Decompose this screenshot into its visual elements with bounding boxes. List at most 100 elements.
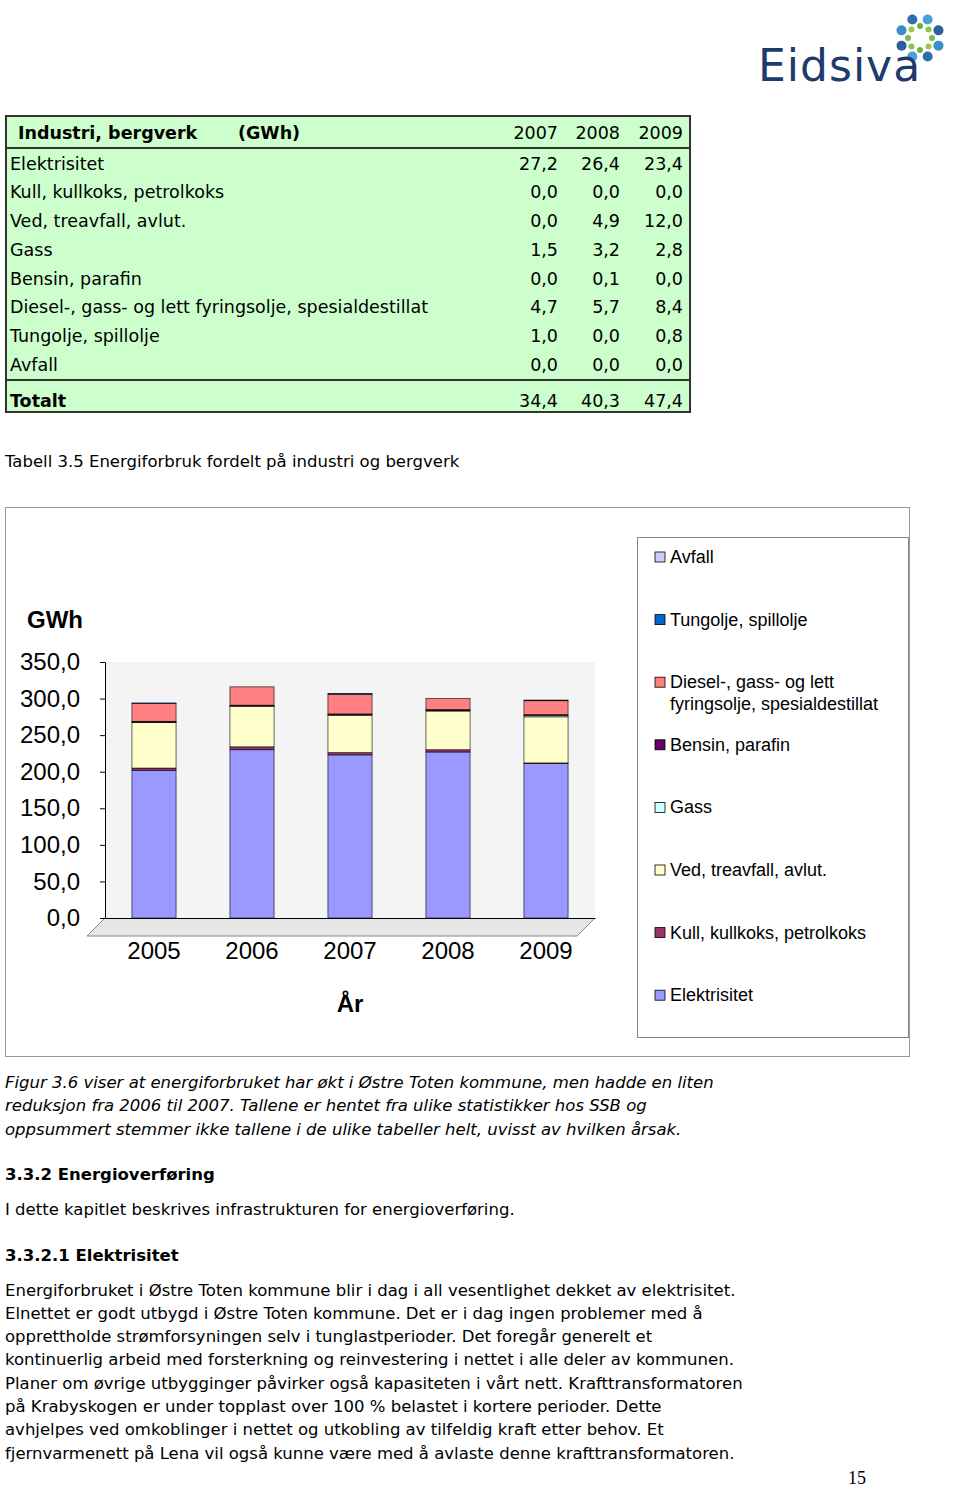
table-cell: Tungolje, spillolje [10, 328, 160, 346]
bar-segment [524, 700, 568, 701]
table-cell: 2,8 [655, 242, 683, 260]
bar-segment [524, 715, 568, 716]
figure-caption: oppsummert stemmer ikke tallene i de uli… [5, 1122, 681, 1139]
table-cell: 1,5 [530, 242, 558, 260]
bar-segment [132, 702, 176, 704]
table-cell: 1,0 [530, 328, 558, 346]
table-cell: 27,2 [519, 156, 558, 174]
x-tick-label: 2008 [421, 937, 474, 964]
bar-segment [230, 707, 274, 747]
y-tick-mark [100, 845, 105, 846]
table-cell: Bensin, parafin [10, 271, 142, 289]
y-tick-mark [100, 881, 105, 882]
page: Eidsiva Industri, bergverk (GWh) 2007 2008 20… [0, 0, 960, 1487]
paragraph-line: avhjelpes ved omkoblinger i nettet og ut… [5, 1422, 664, 1439]
legend-label: Bensin, parafin [670, 735, 790, 755]
table-cell: 8,4 [655, 299, 683, 317]
y-tick: 350,0 [20, 648, 105, 675]
x-tick-label: 2005 [127, 937, 180, 964]
x-tick: 2006 [225, 918, 278, 964]
bar-segment [132, 723, 176, 768]
legend-label: Ved, treavfall, avlut. [670, 860, 827, 880]
bar-segment [328, 753, 372, 755]
table-header: Industri, bergverk [18, 125, 197, 143]
bar-segment [426, 698, 470, 699]
bar-segment [230, 705, 274, 707]
table-cell: 0,1 [592, 271, 620, 289]
paragraph-line: Elnettet er godt utbygd i Østre Toten ko… [5, 1306, 703, 1323]
logo-dot [923, 15, 933, 25]
paragraph-line: opprettholde strømforsyningen selv i tun… [5, 1329, 652, 1346]
table-cell: 0,0 [530, 357, 558, 375]
paragraph-line: Energiforbruket i Østre Toten kommune bl… [5, 1283, 735, 1300]
bar-segment [132, 702, 176, 703]
x-tick: 2005 [127, 918, 180, 964]
bar-segment [426, 698, 470, 699]
logo: Eidsiva [758, 44, 921, 88]
table-cell: 3,2 [592, 242, 620, 260]
logo-dot [925, 27, 931, 33]
legend-label: Avfall [670, 547, 714, 567]
bar-segment [328, 715, 372, 752]
x-tick: 2007 [323, 918, 376, 964]
table-total: 40,3 [581, 393, 620, 411]
table-total: 34,4 [519, 393, 558, 411]
y-tick-mark [100, 772, 105, 773]
y-tick: 150,0 [20, 794, 105, 821]
legend-label: Elektrisitet [670, 985, 753, 1005]
table-cell: 5,7 [592, 299, 620, 317]
table-rule [5, 147, 691, 149]
paragraph-line: Planer om øvrige utbygginger påvirker og… [5, 1376, 743, 1393]
chart-floor [87, 918, 595, 936]
paragraph-line: I dette kapitlet beskrives infrastruktur… [5, 1202, 515, 1219]
bar-segment [426, 750, 470, 752]
logo-dot [909, 27, 915, 33]
paragraph-line: fjernvarmenett på Lena vil også kunne væ… [5, 1446, 734, 1463]
bar-segment [524, 717, 568, 763]
y-axis-line [105, 663, 106, 919]
x-tick: 2009 [519, 918, 572, 964]
table-header: (GWh) [238, 125, 300, 143]
legend-swatch [655, 990, 665, 1000]
y-tick: 0,0 [47, 904, 105, 931]
y-tick-label: 200,0 [20, 758, 80, 785]
legend-swatch [655, 802, 665, 812]
bar-segment [426, 710, 470, 712]
y-tick: 50,0 [33, 868, 105, 895]
y-tick-label: 50,0 [33, 868, 80, 895]
y-tick-label: 250,0 [20, 721, 80, 748]
figure-caption: Figur 3.6 viser at energiforbruket har ø… [5, 1075, 714, 1092]
table-cell: 23,4 [644, 156, 683, 174]
section-heading: 3.3.2.1 Elektrisitet [5, 1248, 179, 1265]
table-total: Totalt [10, 393, 66, 411]
logo-dot [933, 41, 943, 51]
table-cell: Diesel-, gass- og lett fyringsolje, spes… [10, 299, 428, 317]
x-axis-title: År [337, 990, 364, 1017]
y-tick: 100,0 [20, 831, 105, 858]
y-tick-label: 300,0 [20, 685, 80, 712]
table-header: 2008 [575, 125, 620, 143]
logo-dot [923, 51, 933, 61]
y-axis: 0,0 50,0 100,0 150,0 200,0 250,0 300,0 350,0 [20, 648, 106, 931]
logo-dot [897, 25, 907, 35]
legend-box [638, 538, 909, 1038]
legend: AvfallTungolje, spilloljeDiesel-, gass- … [638, 538, 909, 1038]
y-tick-mark [100, 735, 105, 736]
chart: 0,0 50,0 100,0 150,0 200,0 250,0 300,0 350,0 200… [5, 507, 910, 1057]
page-number: 15 [848, 1469, 866, 1487]
bar-segment [132, 770, 176, 918]
legend-swatch [655, 552, 665, 562]
table-cell: 4,7 [530, 299, 558, 317]
bar-segment [426, 752, 470, 918]
legend-swatch [655, 928, 665, 938]
chart-frame [6, 508, 910, 1057]
table-cell: 0,0 [592, 184, 620, 202]
legend-label: Gass [670, 797, 712, 817]
y-tick: 250,0 [20, 721, 105, 748]
table-total: 47,4 [644, 393, 683, 411]
table-cell: Gass [10, 242, 53, 260]
table-cell: 0,0 [655, 357, 683, 375]
x-tick-label: 2007 [323, 937, 376, 964]
logo-dot [905, 35, 911, 41]
bar-segment [132, 721, 176, 723]
